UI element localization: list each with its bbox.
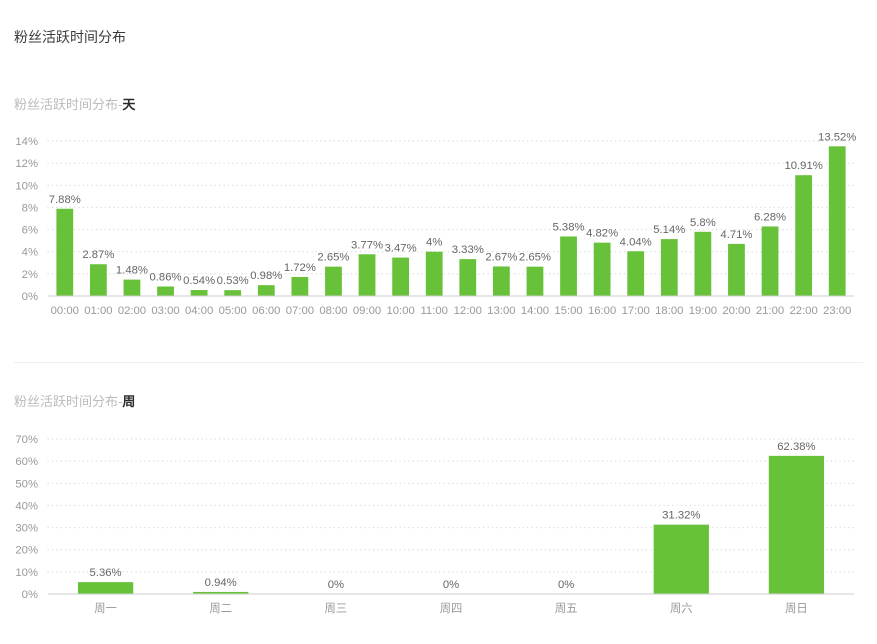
svg-text:30%: 30% [15,523,38,535]
svg-text:20%: 20% [15,545,38,557]
svg-text:60%: 60% [15,456,38,468]
svg-text:周六: 周六 [670,602,693,615]
svg-text:62.38%: 62.38% [777,441,815,453]
svg-text:周三: 周三 [325,602,348,615]
svg-text:5.36%: 5.36% [90,567,122,579]
svg-text:周五: 周五 [555,602,578,615]
svg-text:0%: 0% [328,579,344,591]
svg-text:70%: 70% [15,434,38,446]
svg-text:0%: 0% [443,579,459,591]
svg-text:周日: 周日 [785,602,808,615]
svg-text:周二: 周二 [209,602,232,615]
svg-text:周一: 周一 [94,602,117,615]
svg-text:周四: 周四 [440,602,463,615]
svg-text:0%: 0% [558,579,574,591]
svg-text:10%: 10% [15,567,38,579]
svg-text:40%: 40% [15,500,38,512]
svg-text:0%: 0% [22,589,38,601]
svg-text:50%: 50% [15,478,38,490]
svg-text:0.94%: 0.94% [205,577,237,589]
svg-text:31.32%: 31.32% [662,510,700,522]
